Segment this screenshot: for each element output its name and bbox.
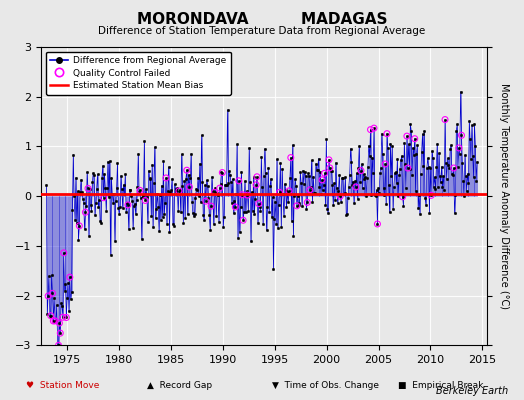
Point [100,194,108,201]
Point [239,217,247,224]
Point [293,203,301,209]
Point [427,192,435,198]
Point [318,177,326,183]
Point [235,178,243,184]
Point [185,184,193,190]
Point [47,312,55,319]
Point [60,250,68,256]
Point [287,154,295,161]
Point [49,318,58,324]
Point [398,194,407,200]
Point [55,320,63,326]
Text: ♥  Station Move: ♥ Station Move [26,381,100,390]
Point [215,185,224,191]
Point [366,126,375,133]
Point [325,157,333,163]
Text: ▲  Record Gap: ▲ Record Gap [147,381,212,390]
Point [202,198,210,204]
Point [54,342,63,348]
Point [373,221,381,227]
Point [352,184,360,190]
Point [182,167,191,174]
Point [275,189,283,196]
Point [441,116,449,123]
Point [238,192,246,198]
Point [48,290,57,296]
Point [381,161,389,167]
Point [59,314,67,320]
Point [285,188,293,194]
Legend: Difference from Regional Average, Quality Control Failed, Estimated Station Mean: Difference from Regional Average, Qualit… [46,52,231,95]
Point [336,193,344,200]
Point [403,133,411,139]
Point [410,136,419,142]
Point [455,145,463,151]
Point [325,165,334,171]
Point [383,130,391,137]
Point [357,168,365,174]
Point [75,223,83,229]
Point [56,330,64,336]
Point [62,314,71,321]
Y-axis label: Monthly Temperature Anomaly Difference (°C): Monthly Temperature Anomaly Difference (… [499,83,509,309]
Point [218,169,226,176]
Point [403,165,412,171]
Point [252,182,260,188]
Point [305,187,314,193]
Point [124,202,132,208]
Point [253,174,261,180]
Point [255,200,263,207]
Point [136,187,144,194]
Point [231,204,239,210]
Text: ■  Empirical Break: ■ Empirical Break [398,381,484,390]
Point [303,199,311,206]
Point [51,318,59,324]
Text: Difference of Station Temperature Data from Regional Average: Difference of Station Temperature Data f… [99,26,425,36]
Text: Berkeley Earth: Berkeley Earth [436,386,508,396]
Point [450,165,458,171]
Text: ▼  Time of Obs. Change: ▼ Time of Obs. Change [272,381,379,390]
Point [320,170,329,176]
Point [207,203,215,209]
Point [162,175,170,181]
Point [44,293,52,299]
Point [243,192,252,198]
Point [175,188,183,194]
Point [84,185,92,192]
Text: MORONDAVA          MADAGAS: MORONDAVA MADAGAS [137,12,387,27]
Point [66,274,74,280]
Point [370,125,378,131]
Point [210,189,219,196]
Point [141,197,149,204]
Point [81,209,90,216]
Point [457,132,466,138]
